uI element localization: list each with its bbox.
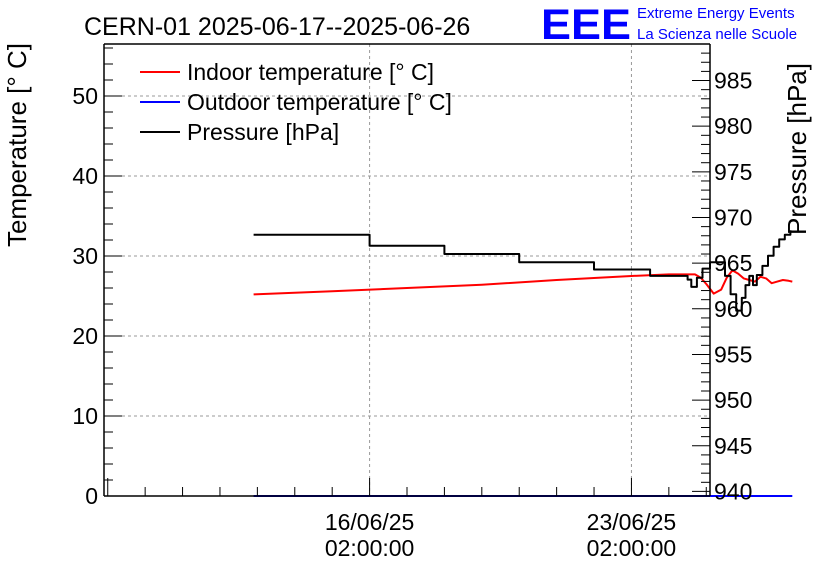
right-tick-label: 985 (714, 68, 752, 94)
right-tick-label: 975 (714, 159, 752, 185)
indoor-temperature-line (253, 269, 793, 296)
right-tick-label: 955 (714, 341, 752, 367)
legend-pressure-label: Pressure [hPa] (187, 119, 339, 145)
left-tick-label: 50 (72, 83, 98, 109)
org-name-line1: Extreme Energy Events (637, 5, 795, 22)
left-tick-label: 20 (72, 323, 98, 349)
left-tick-label: 0 (85, 483, 98, 509)
right-tick-label: 980 (714, 113, 752, 139)
right-tick-label: 945 (714, 433, 752, 459)
left-tick-label: 30 (72, 243, 98, 269)
eee-logo: EEE Extreme Energy Events La Scienza nel… (541, 1, 797, 49)
x-tick-date-label: 23/06/25 (587, 509, 677, 535)
x-tick-time-label: 02:00:00 (325, 535, 415, 561)
right-tick-label: 960 (714, 296, 752, 322)
left-tick-label: 40 (72, 163, 98, 189)
x-tick-date-label: 16/06/25 (325, 509, 415, 535)
right-axis-title: Pressure [hPa] (782, 63, 812, 235)
grid-lines (104, 44, 710, 496)
right-tick-label: 965 (714, 250, 752, 276)
legend-outdoor-label: Outdoor temperature [° C] (187, 89, 452, 115)
right-tick-label: 950 (714, 387, 752, 413)
eee-logo-text: EEE (541, 1, 631, 49)
org-name-line2: La Scienza nelle Scuole (637, 26, 797, 43)
legend: Indoor temperature [° C] Outdoor temperat… (140, 59, 452, 145)
chart-title: CERN-01 2025-06-17--2025-06-26 (84, 13, 470, 41)
plot-axes: 0 10 20 30 40 50 940 945 950 955 960 965 970 975 980 98… (72, 43, 752, 561)
left-tick-label: 10 (72, 403, 98, 429)
right-tick-label: 970 (714, 204, 752, 230)
x-tick-time-label: 02:00:00 (587, 535, 677, 561)
legend-indoor-label: Indoor temperature [° C] (187, 59, 434, 85)
pressure-line (253, 230, 792, 312)
left-axis-title: Temperature [° C] (2, 43, 32, 247)
right-tick-label: 940 (714, 478, 752, 504)
